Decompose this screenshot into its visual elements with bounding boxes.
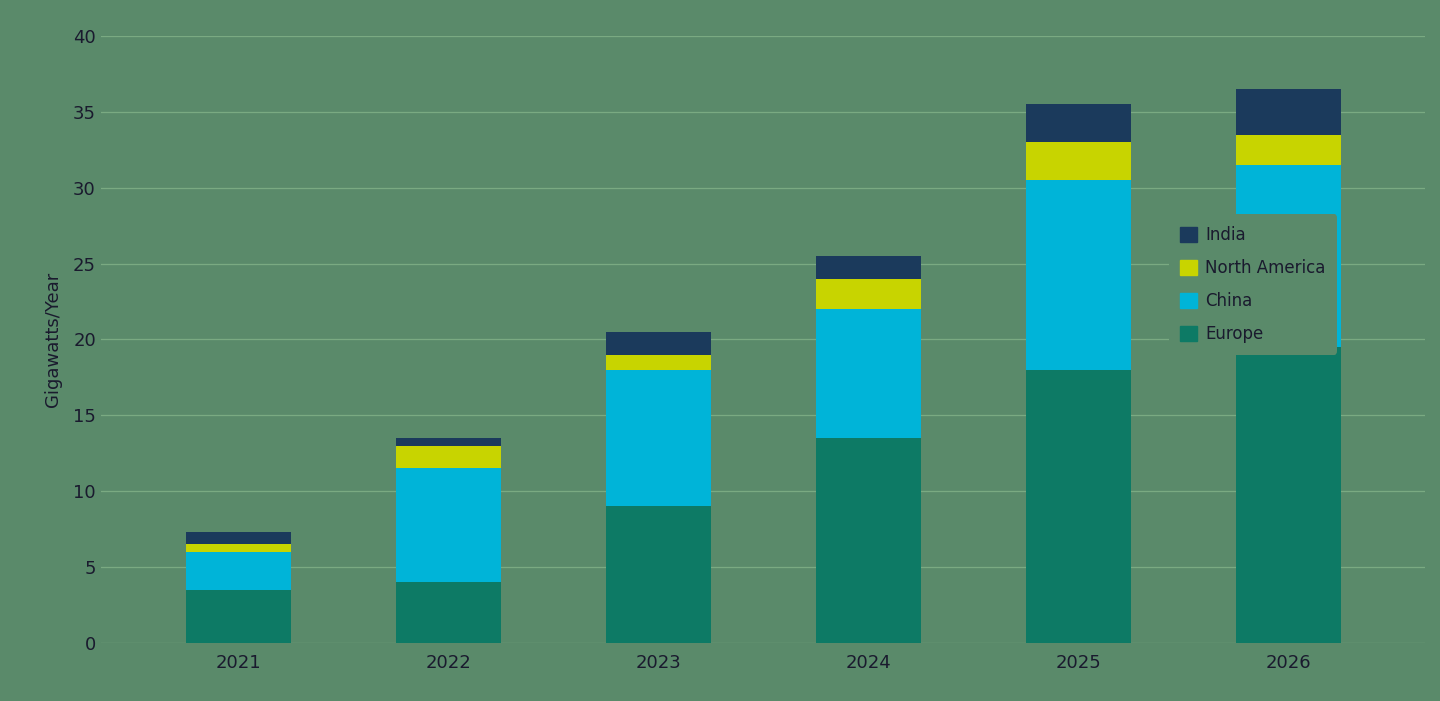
Bar — [1025, 142, 1130, 180]
Bar — [1025, 180, 1130, 370]
Bar — [396, 446, 501, 468]
Bar — [1236, 89, 1341, 135]
Bar — [1236, 135, 1341, 165]
Bar — [815, 309, 920, 438]
Bar — [606, 332, 711, 355]
Bar — [396, 468, 501, 583]
Legend: India, North America, China, Europe: India, North America, China, Europe — [1169, 215, 1338, 355]
Bar — [815, 256, 920, 279]
Bar — [186, 590, 291, 643]
Bar — [1025, 104, 1130, 142]
Bar — [396, 438, 501, 446]
Bar — [186, 552, 291, 590]
Bar — [606, 506, 711, 643]
Bar — [1025, 370, 1130, 643]
Bar — [186, 544, 291, 552]
Bar — [1236, 347, 1341, 643]
Bar — [396, 583, 501, 643]
Bar — [815, 279, 920, 309]
Bar — [606, 355, 711, 370]
Bar — [606, 370, 711, 506]
Bar — [1236, 165, 1341, 347]
Bar — [815, 438, 920, 643]
Bar — [186, 532, 291, 544]
Y-axis label: Gigawatts/Year: Gigawatts/Year — [43, 272, 62, 407]
